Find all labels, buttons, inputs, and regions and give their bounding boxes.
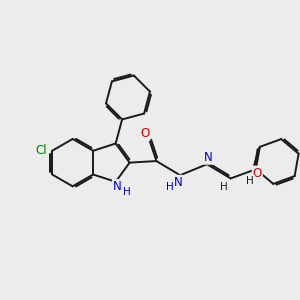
Text: H: H: [123, 187, 130, 197]
Text: O: O: [140, 127, 149, 140]
Text: O: O: [253, 167, 262, 180]
Text: N: N: [174, 176, 183, 189]
Text: H: H: [247, 176, 254, 186]
Text: H: H: [166, 182, 174, 192]
Text: N: N: [113, 180, 122, 193]
Text: Cl: Cl: [35, 144, 47, 157]
Text: N: N: [204, 151, 213, 164]
Text: H: H: [220, 182, 228, 192]
